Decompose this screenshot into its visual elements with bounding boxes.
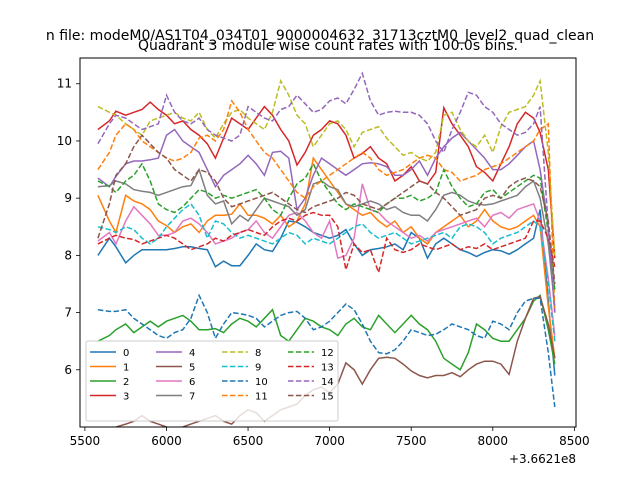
legend-label-8: 8 [255, 348, 261, 359]
legend-label-7: 7 [189, 392, 195, 403]
legend-box [85, 340, 339, 422]
series-line-14 [97, 71, 556, 313]
series-line-4 [97, 128, 556, 313]
legend-label-12: 12 [321, 348, 334, 359]
legend-label-1: 1 [123, 363, 129, 374]
y-tick-label: 9 [64, 191, 72, 205]
series-line-1 [97, 156, 556, 359]
legend-label-5: 5 [189, 363, 195, 374]
series-line-8 [97, 78, 556, 256]
x-tick-label: 6000 [151, 434, 182, 448]
series-line-9 [97, 202, 556, 342]
series-line-12 [97, 162, 556, 290]
x-tick-label: 5500 [70, 434, 101, 448]
series-line-6 [97, 183, 556, 336]
legend-label-3: 3 [123, 392, 129, 403]
y-tick-label: 10 [57, 134, 72, 148]
legend-label-14: 14 [321, 377, 334, 388]
series-line-0 [97, 209, 556, 376]
x-tick-label: 7000 [314, 434, 345, 448]
x-tick-label: 6500 [233, 434, 264, 448]
series-line-11 [97, 99, 556, 313]
series-line-10 [97, 293, 556, 408]
chart-title: Quadrant 3 module wise count rates with … [138, 38, 518, 54]
figure-suptitle: n file: modeM0/AS1T04_034T01_9000004632_… [46, 28, 594, 44]
series-line-3 [97, 101, 556, 259]
legend-label-15: 15 [321, 392, 334, 403]
legend-label-9: 9 [255, 363, 261, 374]
y-tick-label: 8 [64, 248, 72, 262]
legend-label-4: 4 [189, 348, 195, 359]
series-line-2 [97, 294, 556, 371]
x-tick-label: 8500 [559, 434, 590, 448]
y-tick-label: 7 [64, 306, 72, 320]
series-line-7 [97, 167, 556, 307]
y-tick-label: 6 [64, 363, 72, 377]
y-tick-label: 11 [57, 77, 72, 91]
x-axis-ticks: 5500 6000 6500 7000 7500 8000 8500 [70, 427, 590, 448]
legend-label-2: 2 [123, 377, 129, 388]
legend-label-0: 0 [123, 348, 129, 359]
x-tick-label: 7500 [396, 434, 427, 448]
legend-label-6: 6 [189, 377, 195, 388]
x-axis-offset-label: +3.6621e8 [509, 452, 576, 466]
series-line-13 [97, 211, 556, 276]
axes-frame [79, 57, 577, 428]
legend-label-11: 11 [255, 392, 268, 403]
x-tick-label: 8000 [478, 434, 509, 448]
series-lines [97, 71, 556, 427]
legend-label-13: 13 [321, 363, 334, 374]
series-line-15 [97, 134, 556, 285]
legend-label-10: 10 [255, 377, 268, 388]
y-axis-ticks: 6 7 8 9 10 11 [57, 77, 80, 377]
